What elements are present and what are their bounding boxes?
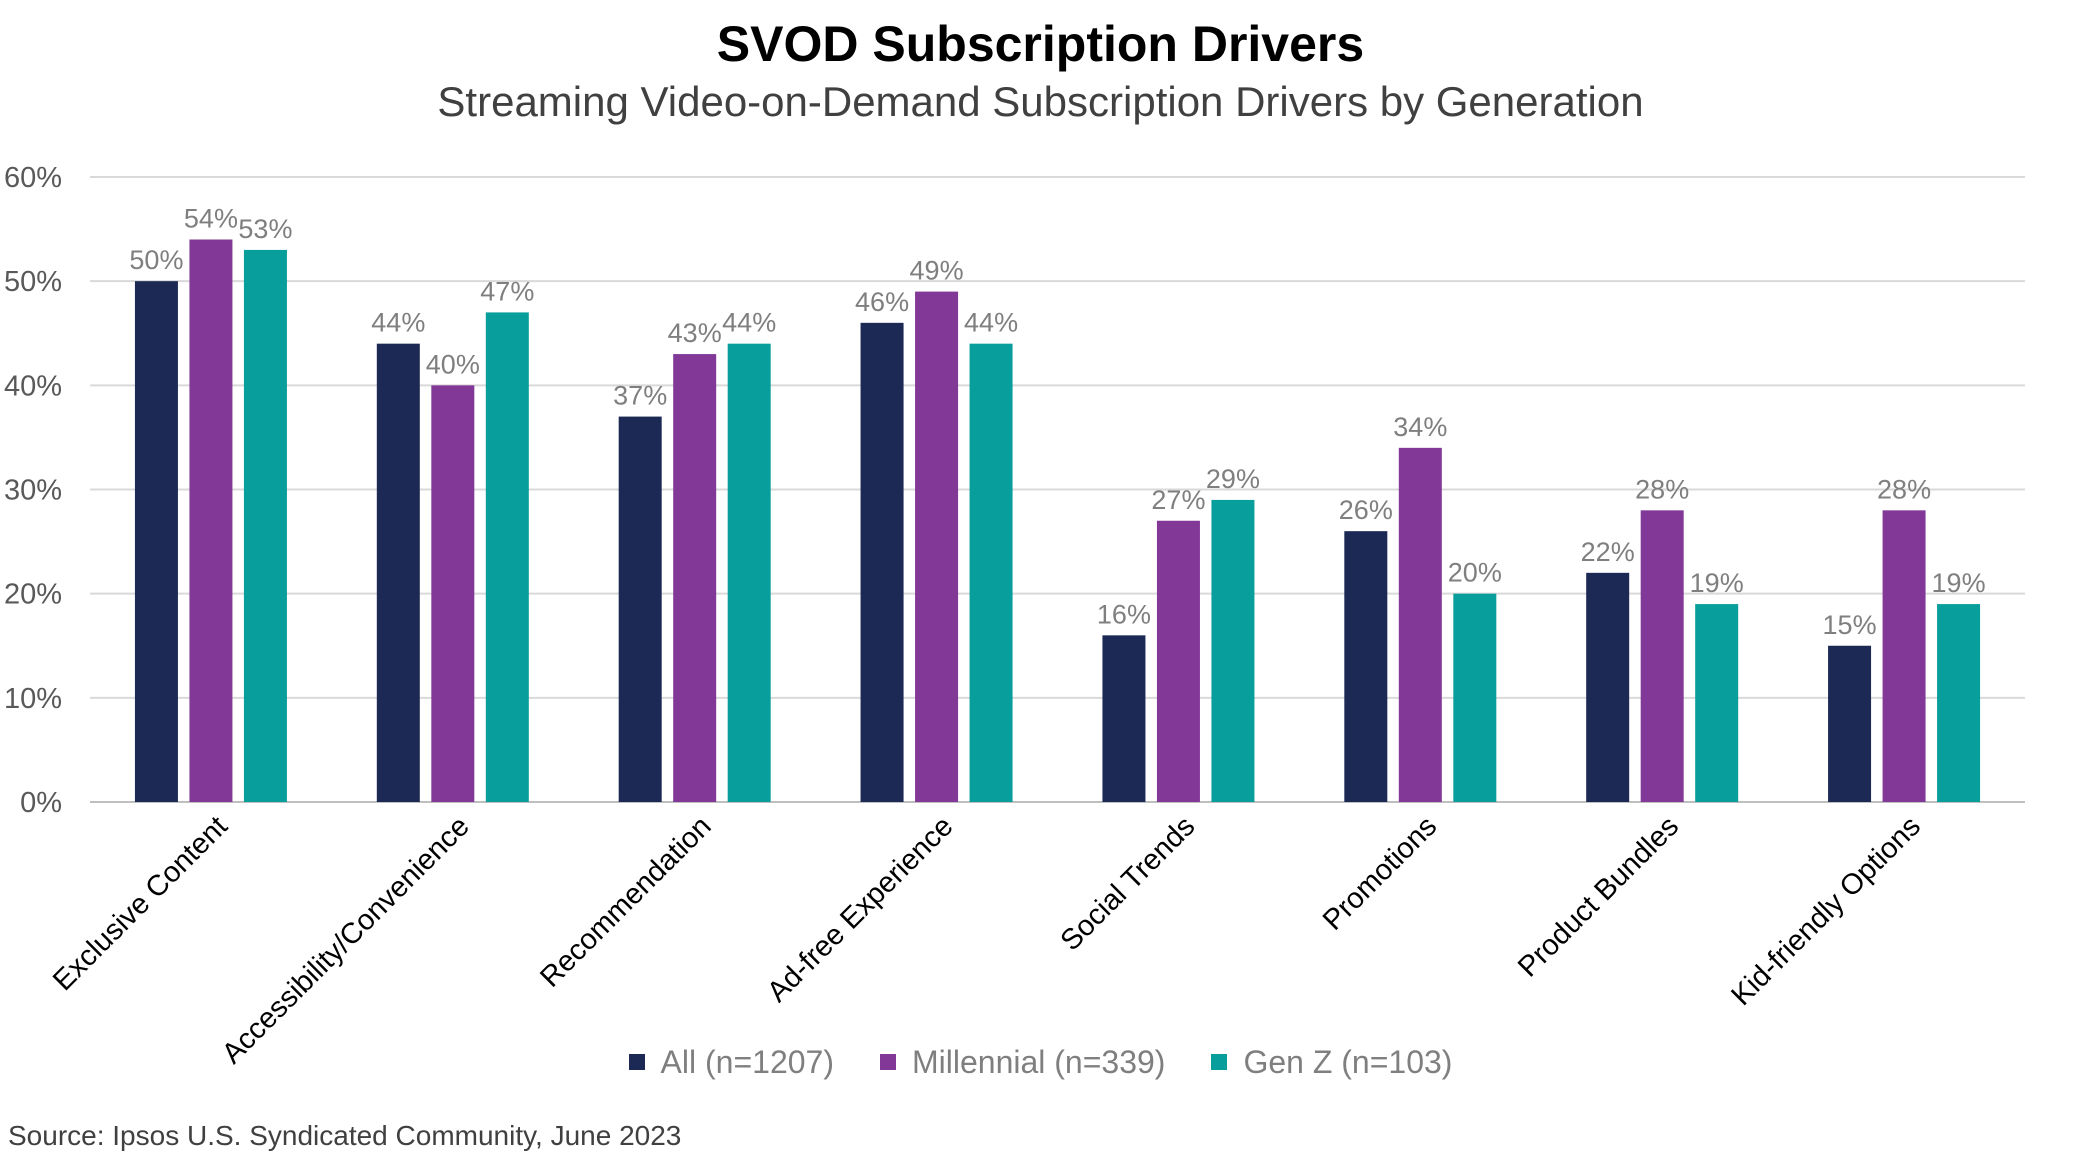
legend-swatch-all bbox=[628, 1054, 645, 1070]
bar bbox=[727, 343, 771, 802]
bar bbox=[1344, 531, 1388, 802]
data-label: 50% bbox=[129, 245, 183, 275]
x-tick-label: Accessibility/Convenience bbox=[216, 810, 476, 1070]
data-label: 37% bbox=[613, 381, 667, 411]
y-tick-label: 10% bbox=[4, 683, 62, 715]
data-label: 44% bbox=[964, 308, 1018, 338]
data-label: 16% bbox=[1097, 599, 1151, 629]
data-label: 19% bbox=[1932, 568, 1986, 598]
bar bbox=[376, 343, 420, 802]
y-tick-label: 20% bbox=[4, 579, 62, 611]
bar bbox=[1586, 572, 1630, 802]
x-tick-label: Ad-free Experience bbox=[761, 810, 959, 1008]
legend-item-all: All (n=1207) bbox=[628, 1043, 834, 1081]
legend-swatch-millennial bbox=[879, 1054, 896, 1070]
legend-item-gen-z: Gen Z (n=103) bbox=[1211, 1044, 1452, 1081]
x-tick-label: Kid-friendly Options bbox=[1725, 810, 1927, 1012]
data-label: 34% bbox=[1393, 412, 1447, 442]
bar bbox=[860, 322, 904, 802]
x-tick-label: Product Bundles bbox=[1512, 810, 1685, 983]
data-label: 28% bbox=[1877, 474, 1931, 504]
data-label: 26% bbox=[1339, 495, 1393, 525]
x-tick-label: Promotions bbox=[1317, 810, 1443, 936]
legend-item-millennial: Millennial (n=339) bbox=[879, 1043, 1166, 1081]
y-tick-label: 60% bbox=[4, 162, 62, 194]
legend-label-millennial: Millennial (n=339) bbox=[911, 1043, 1166, 1080]
y-tick-label: 0% bbox=[20, 787, 62, 819]
bar bbox=[1211, 499, 1255, 802]
data-label: 53% bbox=[238, 214, 292, 244]
bar bbox=[485, 312, 529, 802]
bar bbox=[969, 343, 1013, 802]
chart-title: SVOD Subscription Drivers bbox=[716, 16, 1365, 72]
legend-label-gen-z: Gen Z (n=103) bbox=[1243, 1043, 1453, 1080]
data-label: 47% bbox=[480, 276, 534, 306]
data-label: 44% bbox=[371, 308, 425, 338]
bar bbox=[1102, 635, 1146, 802]
data-label: 40% bbox=[426, 349, 480, 379]
data-label: 43% bbox=[668, 318, 722, 348]
data-label: 20% bbox=[1448, 558, 1502, 588]
data-label: 15% bbox=[1823, 610, 1877, 640]
data-label: 27% bbox=[1151, 485, 1205, 515]
bar bbox=[1695, 604, 1739, 802]
y-tick-label: 40% bbox=[4, 370, 62, 402]
bar bbox=[189, 239, 233, 802]
data-label: 28% bbox=[1635, 474, 1689, 504]
chart-subtitle: Streaming Video-on-Demand Subscription D… bbox=[437, 78, 1644, 125]
data-label: 29% bbox=[1206, 464, 1260, 494]
data-label: 46% bbox=[855, 287, 909, 317]
bar bbox=[1398, 447, 1442, 802]
data-label: 19% bbox=[1690, 568, 1744, 598]
data-label: 49% bbox=[910, 256, 964, 286]
data-label: 22% bbox=[1581, 537, 1635, 567]
bar bbox=[673, 354, 717, 802]
legend-label-all: All (n=1207) bbox=[660, 1043, 834, 1080]
data-label: 44% bbox=[722, 308, 776, 338]
chart-legend: All (n=1207) Millennial (n=339) Gen Z (n… bbox=[0, 1040, 2081, 1084]
data-label: 54% bbox=[184, 204, 238, 234]
bar bbox=[618, 416, 662, 802]
bar bbox=[1453, 593, 1497, 802]
y-tick-label: 30% bbox=[4, 475, 62, 507]
bar bbox=[1156, 520, 1200, 802]
bar bbox=[431, 385, 475, 802]
x-tick-label: Social Trends bbox=[1055, 810, 1202, 957]
bar bbox=[915, 291, 959, 802]
bar bbox=[1640, 510, 1684, 802]
source-note: Source: Ipsos U.S. Syndicated Community,… bbox=[8, 1120, 682, 1151]
x-tick-label: Exclusive Content bbox=[47, 810, 234, 997]
y-tick-label: 50% bbox=[4, 266, 62, 298]
legend-swatch-gen-z bbox=[1211, 1054, 1228, 1070]
bar bbox=[1882, 510, 1926, 802]
x-tick-label: Recommendation bbox=[534, 810, 717, 993]
bar bbox=[1828, 645, 1872, 802]
bar bbox=[243, 249, 287, 802]
bar bbox=[1937, 604, 1981, 802]
bar bbox=[134, 281, 178, 803]
